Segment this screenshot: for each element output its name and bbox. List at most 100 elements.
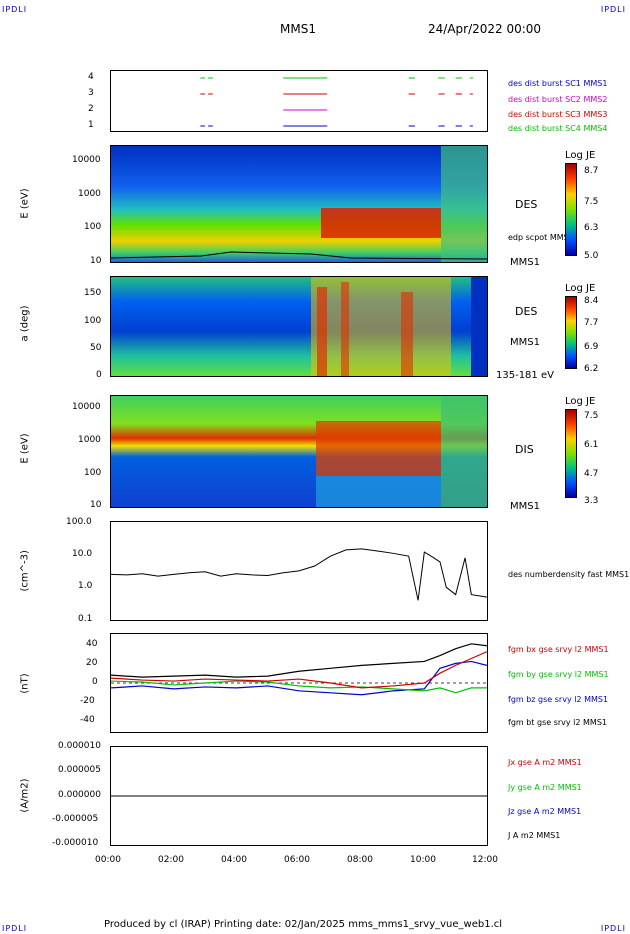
xtick-0200: 02:00 — [158, 855, 184, 865]
des-pitch-ytick-50: 50 — [90, 343, 102, 353]
dis-energy-ytick-10: 10 — [90, 500, 102, 510]
density-ylabel: (cm^-3) — [19, 550, 31, 592]
burst-legend-sc3: des dist burst SC3 MMS3 — [508, 110, 608, 119]
bfield-ytick-0: 0 — [92, 677, 98, 687]
dis-energy-ytick-100: 100 — [84, 468, 102, 478]
density-panel — [110, 521, 488, 621]
current-legend-jy: Jy gse A m2 MMS1 — [508, 783, 582, 792]
dis-energy-ytick-1000: 1000 — [78, 435, 101, 445]
bfield-ytick-40: 40 — [86, 639, 98, 649]
des-pitch-ytick-0: 0 — [96, 370, 102, 380]
dis-energy-cb-tick-4: 3.3 — [584, 496, 599, 506]
burst-ytick-2: 2 — [88, 104, 94, 114]
bfield-by-line — [110, 680, 487, 694]
des-pitch-spectrogram — [111, 277, 487, 376]
des-energy-hot-region — [321, 208, 441, 238]
dis-energy-ytick-10000: 10000 — [72, 402, 101, 412]
des-energy-colorbar — [565, 163, 577, 256]
dis-energy-colorbar — [565, 409, 577, 498]
xtick-0800: 08:00 — [347, 855, 373, 865]
des-pitch-instrument: DES — [515, 305, 538, 318]
dis-energy-colorbar-title: Log JE — [565, 396, 596, 407]
current-ytick-5: -0.000010 — [52, 838, 99, 848]
corner-label-bl: IPDLI — [2, 924, 28, 933]
bfield-bz-line — [110, 660, 488, 696]
burst-panel — [110, 70, 488, 132]
current-legend-j: J A m2 MMS1 — [508, 831, 561, 840]
burst-ytick-3: 3 — [88, 88, 94, 98]
bfield-legend-bz: fgm bz gse srvy l2 MMS1 — [508, 695, 609, 704]
des-energy-ytick-1000: 1000 — [78, 189, 101, 199]
des-pitch-ytick-100: 100 — [84, 316, 102, 326]
des-energy-background — [111, 146, 487, 262]
dis-energy-right-region — [441, 396, 487, 507]
burst-legend-sc2: des dist burst SC2 MMS2 — [508, 95, 608, 104]
des-pitch-ylabel: a (deg) — [19, 305, 31, 342]
des-pitch-colorbar — [565, 296, 577, 369]
des-pitch-ytick-150: 150 — [84, 288, 102, 298]
xtick-1000: 10:00 — [410, 855, 436, 865]
current-panel — [110, 746, 488, 846]
corner-label-br: IPDLI — [600, 924, 626, 933]
bfield-legend-bx: fgm bx gse srvy l2 MMS1 — [508, 645, 609, 654]
des-energy-sc: MMS1 — [510, 257, 540, 268]
xtick-0400: 04:00 — [221, 855, 247, 865]
des-pitch-range: 135-181 eV — [496, 370, 554, 381]
xtick-0000: 00:00 — [95, 855, 121, 865]
des-pitch-warm-region — [311, 277, 451, 376]
dis-energy-instrument: DIS — [515, 443, 534, 456]
density-ytick-1: 1.0 — [78, 581, 93, 591]
bfield-plot — [110, 643, 488, 696]
current-ytick-1: 0.000010 — [58, 741, 101, 751]
des-energy-spectrogram — [111, 146, 487, 262]
bfield-ytick-m20: -20 — [80, 696, 95, 706]
des-energy-right-region — [441, 146, 487, 262]
spacecraft-title: MMS1 — [280, 22, 316, 36]
corner-label-tr: IPDLI — [600, 5, 626, 14]
current-legend-jx: Jx gse A m2 MMS1 — [508, 758, 582, 767]
current-legend-jz: Jz gse A m2 MMS1 — [508, 807, 582, 816]
density-ytick-0.1: 0.1 — [78, 614, 93, 624]
dis-energy-cb-tick-1: 7.5 — [584, 411, 599, 421]
dis-energy-spectrogram — [111, 396, 487, 507]
des-pitch-stripe-2 — [341, 282, 349, 376]
density-legend: des numberdensity fast MMS1 — [508, 570, 630, 579]
footer-text: Produced by cl (IRAP) Printing date: 02/… — [104, 919, 503, 930]
des-energy-panel — [110, 145, 488, 263]
des-energy-ytick-100: 100 — [84, 222, 102, 232]
density-plot — [110, 548, 488, 601]
bfield-bx-line — [110, 651, 488, 689]
bfield-legend-by: fgm by gse srvy l2 MMS1 — [508, 670, 609, 679]
des-pitch-panel — [110, 276, 488, 377]
des-pitch-cb-tick-3: 6.9 — [584, 342, 599, 352]
burst-legend-sc4: des dist burst SC4 MMS4 — [508, 124, 608, 133]
current-ylabel: (A/m2) — [19, 778, 31, 813]
dis-energy-sc: MMS1 — [510, 501, 540, 512]
des-energy-ytick-10: 10 — [90, 256, 102, 266]
dis-energy-hot-region — [316, 421, 441, 476]
burst-ytick-4: 4 — [88, 72, 94, 82]
density-ytick-10: 10.0 — [72, 549, 93, 559]
density-line — [110, 548, 488, 601]
dis-energy-cb-tick-2: 6.1 — [584, 440, 599, 450]
des-energy-ylabel: E (eV) — [19, 188, 31, 219]
xtick-0600: 06:00 — [284, 855, 310, 865]
current-plot — [111, 795, 487, 797]
dis-energy-lower-region — [316, 476, 441, 507]
corner-label-tl: IPDLI — [2, 5, 28, 14]
des-pitch-stripe-1 — [317, 287, 327, 376]
des-pitch-cb-tick-4: 6.2 — [584, 364, 599, 374]
bfield-panel — [110, 633, 488, 733]
des-energy-instrument: DES — [515, 198, 538, 211]
des-energy-ytick-10000: 10000 — [72, 155, 101, 165]
bfield-legend-bt: fgm bt gse srvy l2 MMS1 — [508, 718, 607, 727]
bfield-bt-line — [110, 643, 488, 678]
xtick-1200: 12:00 — [472, 855, 498, 865]
current-ytick-2: 0.000005 — [58, 765, 101, 775]
des-pitch-cb-tick-1: 8.4 — [584, 296, 599, 306]
density-ytick-100: 100.0 — [66, 517, 92, 527]
des-energy-cb-tick-4: 5.0 — [584, 251, 599, 261]
burst-legend-sc1: des dist burst SC1 MMS1 — [508, 79, 608, 88]
dis-energy-cb-tick-3: 4.7 — [584, 469, 599, 479]
current-ytick-4: -0.000005 — [52, 814, 99, 824]
